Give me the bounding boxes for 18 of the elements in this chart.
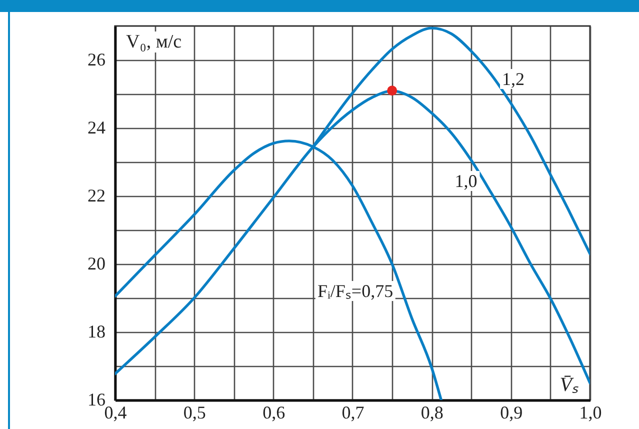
y-axis-title: V₀, м/с [124, 32, 184, 52]
x-tick-label: 1,0 [579, 402, 602, 422]
y-tick-label: 22 [88, 186, 106, 206]
x-tick-label: 0,9 [500, 402, 523, 422]
y-tick-label: 24 [88, 118, 106, 138]
y-tick-label: 20 [88, 254, 106, 274]
x-tick-label: 0,8 [420, 402, 444, 422]
y-tick-label: 26 [88, 50, 106, 70]
x-tick-label: 0,6 [262, 402, 286, 422]
series-label: Fᵢ/Fₛ=0,75 [315, 281, 396, 301]
y-tick-label: 16 [88, 390, 106, 410]
x-tick-label: 0,7 [342, 402, 364, 422]
series-label: 1,2 [500, 69, 527, 90]
x-tick-label: 0,5 [183, 402, 206, 422]
x-tick-label: 0,4 [104, 402, 127, 422]
y-tick-label: 18 [88, 322, 106, 342]
series-label: 1,0 [452, 170, 480, 191]
x-axis-title: V̄ₛ [558, 374, 580, 396]
